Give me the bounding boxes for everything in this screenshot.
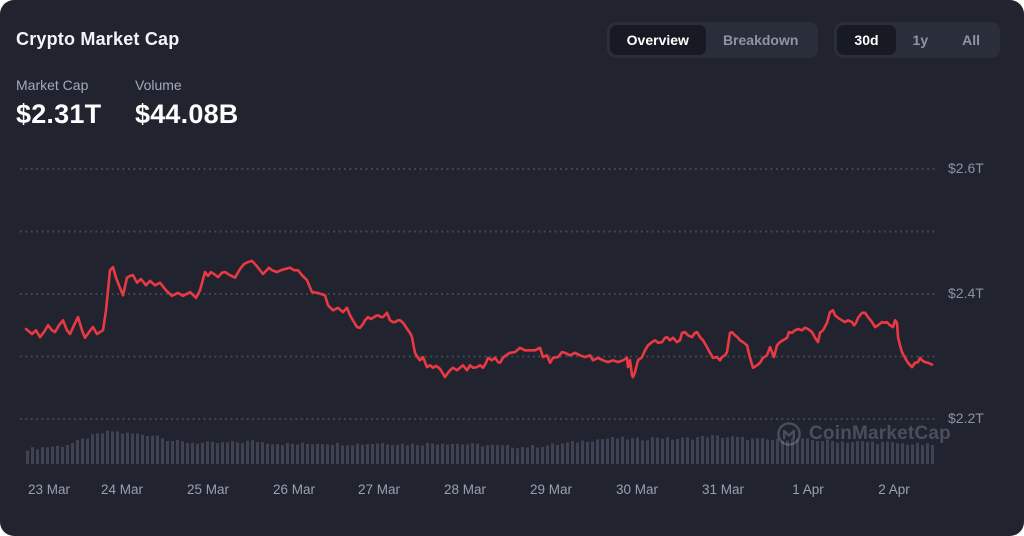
x-axis-label-31-mar: 31 Mar	[701, 482, 745, 497]
range-30d-button[interactable]: 30d	[837, 25, 896, 55]
x-axis-label-26-mar: 26 Mar	[272, 482, 316, 497]
range-toggle-group: 30d 1y All	[834, 22, 1000, 58]
x-axis-label-23-mar: 23 Mar	[27, 482, 71, 497]
watermark-text: CoinMarketCap	[809, 422, 951, 444]
x-axis-label-29-mar: 29 Mar	[529, 482, 573, 497]
coinmarketcap-logo-icon	[777, 421, 801, 446]
x-axis-label-28-mar: 28 Mar	[443, 482, 487, 497]
volume-label: Volume	[135, 77, 182, 93]
coinmarketcap-watermark: CoinMarketCap	[776, 420, 951, 447]
x-axis-label-24-mar: 24 Mar	[100, 482, 144, 497]
volume-stat: Volume $44.08B	[135, 77, 238, 130]
x-axis-label-2-apr: 2 Apr	[878, 482, 910, 497]
range-all-button[interactable]: All	[945, 25, 997, 55]
market-cap-value: $2.31T	[16, 99, 102, 129]
x-axis: 23 Mar 24 Mar 25 Mar 26 Mar 27 Mar 28 Mar 29 M…	[0, 482, 1024, 500]
view-toggle-group: Overview Breakdown	[606, 22, 819, 58]
page-title: Crypto Market Cap	[16, 29, 180, 49]
tab-overview[interactable]: Overview	[609, 25, 706, 55]
y-axis-label-2-2t: $2.2T	[948, 410, 984, 426]
volume-value: $44.08B	[135, 99, 239, 129]
chart-controls: Overview Breakdown 30d 1y All	[606, 22, 1000, 58]
x-axis-label-25-mar: 25 Mar	[186, 482, 230, 497]
market-cap-stat: Market Cap $2.31T	[16, 77, 101, 130]
market-cap-label: Market Cap	[16, 77, 89, 93]
y-axis-label-2-6t: $2.6T	[948, 160, 984, 176]
range-1y-button[interactable]: 1y	[896, 25, 946, 55]
tab-breakdown[interactable]: Breakdown	[706, 25, 815, 55]
y-axis-label-2-4t: $2.4T	[948, 285, 984, 301]
x-axis-label-30-mar: 30 Mar	[615, 482, 659, 497]
x-axis-label-1-apr: 1 Apr	[792, 482, 824, 497]
x-axis-label-27-mar: 27 Mar	[357, 482, 401, 497]
